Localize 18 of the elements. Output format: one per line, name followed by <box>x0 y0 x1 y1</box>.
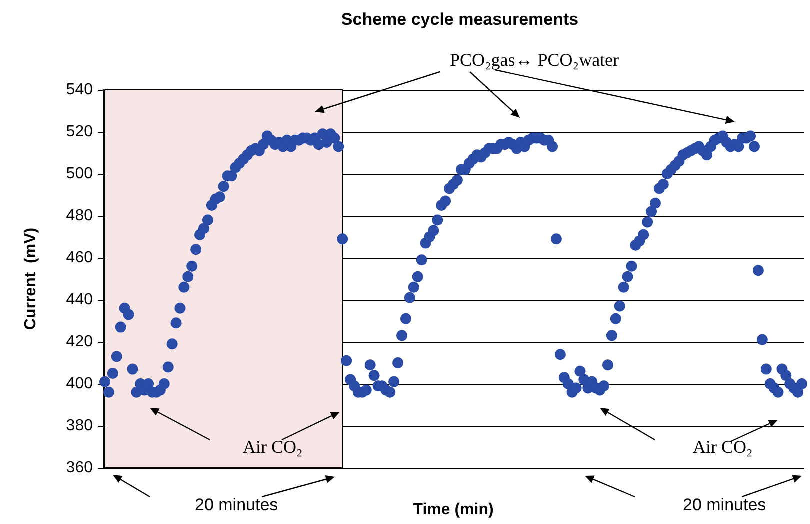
text: PCO₂gas↔ PCO₂water <box>450 50 620 70</box>
y-tick-label: 400 <box>66 376 94 392</box>
chart-title: Scheme cycle measurements <box>341 10 579 29</box>
text: 20 minutes <box>194 496 278 514</box>
y-tick-label: 540 <box>66 82 94 98</box>
text: 20 minutes <box>682 496 766 514</box>
y-tick-label: 380 <box>66 418 94 434</box>
x-axis-title: Time (min) <box>413 502 494 518</box>
y-tick-label: 500 <box>66 166 94 182</box>
annotation: Air CO₂ <box>242 437 303 457</box>
y-tick-label: 480 <box>66 208 94 224</box>
y-axis-title: Current (mV) <box>22 228 40 330</box>
y-tick-label: 520 <box>66 124 94 140</box>
annotation: Air CO₂ <box>692 437 753 457</box>
y-tick-label: 420 <box>66 334 94 350</box>
y-tick-label: 360 <box>66 460 94 476</box>
y-tick-label: 460 <box>66 250 94 266</box>
y-tick-label: 440 <box>66 292 94 308</box>
